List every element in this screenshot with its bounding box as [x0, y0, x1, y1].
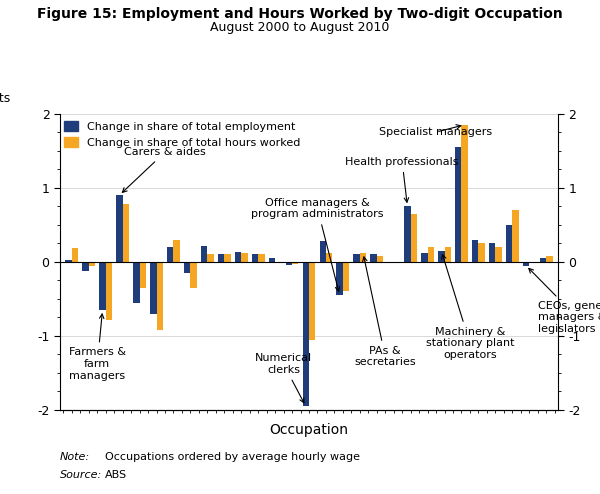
- Bar: [353, 254, 360, 262]
- Bar: [133, 262, 140, 302]
- Bar: [99, 262, 106, 310]
- Bar: [421, 253, 428, 262]
- Bar: [370, 254, 377, 262]
- Bar: [326, 253, 332, 262]
- X-axis label: Occupation: Occupation: [269, 423, 349, 437]
- Text: Farmers &
farm
managers: Farmers & farm managers: [69, 314, 126, 381]
- Text: PAs &
secretaries: PAs & secretaries: [355, 257, 416, 368]
- Text: Figure 15: Employment and Hours Worked by Two-digit Occupation: Figure 15: Employment and Hours Worked b…: [37, 7, 563, 21]
- Bar: [72, 248, 78, 262]
- Bar: [190, 262, 197, 288]
- Bar: [428, 247, 434, 262]
- Bar: [404, 206, 410, 262]
- Bar: [461, 124, 468, 262]
- Bar: [82, 262, 89, 271]
- Text: Note:: Note:: [60, 452, 90, 462]
- Bar: [122, 204, 129, 262]
- Bar: [540, 258, 546, 262]
- Bar: [235, 252, 241, 262]
- Bar: [167, 247, 173, 262]
- Bar: [65, 260, 72, 262]
- Bar: [496, 247, 502, 262]
- Text: Source:: Source:: [60, 470, 102, 480]
- Bar: [106, 262, 112, 320]
- Bar: [140, 262, 146, 288]
- Text: August 2000 to August 2010: August 2000 to August 2010: [211, 21, 389, 34]
- Bar: [523, 262, 529, 266]
- Bar: [489, 244, 496, 262]
- Bar: [286, 262, 292, 265]
- Bar: [184, 262, 190, 273]
- Bar: [410, 214, 417, 262]
- Bar: [445, 247, 451, 262]
- Bar: [512, 210, 519, 262]
- Bar: [478, 244, 485, 262]
- Text: Health professionals: Health professionals: [346, 157, 459, 202]
- Text: Machinery &
stationary plant
operators: Machinery & stationary plant operators: [425, 254, 514, 360]
- Text: ABS: ABS: [105, 470, 127, 480]
- Bar: [302, 262, 309, 406]
- Text: Carers & aides: Carers & aides: [122, 147, 206, 192]
- Bar: [157, 262, 163, 330]
- Text: Numerical
clerks: Numerical clerks: [255, 353, 312, 403]
- Text: Occupations ordered by average hourly wage: Occupations ordered by average hourly wa…: [105, 452, 360, 462]
- Bar: [337, 262, 343, 295]
- Bar: [455, 147, 461, 262]
- Bar: [201, 246, 208, 262]
- Bar: [269, 258, 275, 262]
- Bar: [89, 262, 95, 266]
- Bar: [241, 253, 248, 262]
- Text: CEOs, general
managers &
legislators: CEOs, general managers & legislators: [529, 268, 600, 334]
- Bar: [275, 262, 281, 263]
- Bar: [320, 241, 326, 262]
- Bar: [438, 251, 445, 262]
- Bar: [218, 254, 224, 262]
- Legend: Change in share of total employment, Change in share of total hours worked: Change in share of total employment, Cha…: [60, 117, 304, 153]
- Bar: [173, 240, 180, 262]
- Bar: [208, 254, 214, 262]
- Bar: [292, 262, 298, 264]
- Bar: [387, 262, 394, 263]
- Bar: [360, 253, 366, 262]
- Text: % pts: % pts: [0, 92, 10, 105]
- Bar: [394, 262, 400, 263]
- Bar: [252, 254, 258, 262]
- Bar: [472, 240, 478, 262]
- Bar: [116, 195, 122, 262]
- Bar: [309, 262, 316, 340]
- Bar: [377, 256, 383, 262]
- Bar: [258, 254, 265, 262]
- Text: Specialist managers: Specialist managers: [379, 124, 493, 137]
- Bar: [546, 256, 553, 262]
- Bar: [506, 225, 512, 262]
- Text: Office managers &
program administrators: Office managers & program administrators: [251, 198, 384, 291]
- Bar: [150, 262, 157, 314]
- Bar: [343, 262, 349, 291]
- Bar: [529, 262, 536, 263]
- Bar: [224, 254, 231, 262]
